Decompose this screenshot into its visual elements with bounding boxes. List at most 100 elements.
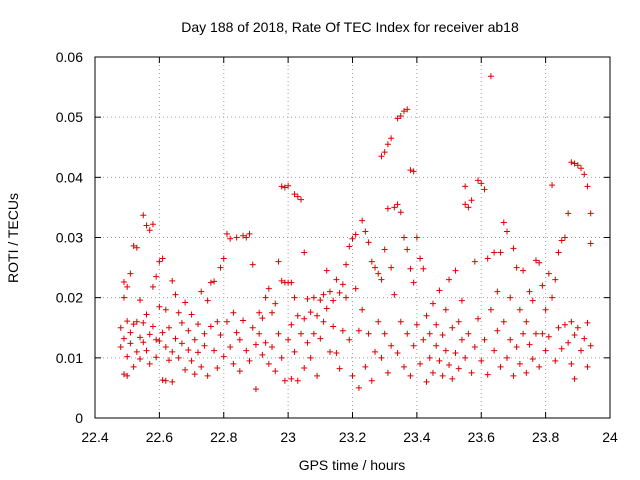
data-point [404, 106, 411, 113]
x-tick-label: 23.2 [339, 429, 366, 445]
data-point [378, 354, 385, 361]
data-point [198, 363, 205, 370]
data-point [439, 331, 446, 338]
data-point [429, 369, 436, 376]
data-point [549, 182, 556, 189]
data-point [513, 264, 520, 271]
y-axis-label: ROTI / TECUs [5, 193, 21, 283]
data-point [465, 204, 472, 211]
data-point [310, 294, 317, 301]
data-point [584, 319, 591, 326]
data-point [378, 276, 385, 283]
data-point [394, 350, 401, 357]
data-point [133, 244, 140, 251]
data-point [532, 257, 539, 264]
data-point [220, 255, 227, 262]
data-point [500, 318, 507, 325]
data-point [243, 347, 250, 354]
data-point [536, 363, 543, 370]
data-point [587, 210, 594, 217]
data-point [355, 384, 362, 391]
data-point [526, 288, 533, 295]
y-tick-label: 0 [75, 410, 83, 426]
data-point [298, 196, 304, 203]
data-point [532, 330, 539, 337]
data-point [446, 362, 453, 369]
data-point [449, 324, 456, 331]
data-point [410, 342, 417, 349]
data-point [455, 318, 462, 325]
data-point [458, 336, 465, 343]
data-point [130, 363, 137, 370]
data-point [211, 278, 218, 285]
data-point [124, 283, 131, 290]
data-point [143, 347, 150, 354]
data-point [333, 350, 340, 357]
data-point [420, 265, 427, 272]
data-point [117, 344, 124, 351]
data-point [314, 372, 321, 379]
data-point [127, 270, 134, 277]
data-point [140, 339, 147, 346]
data-point [159, 377, 166, 384]
data-point [362, 363, 369, 370]
data-point [478, 180, 485, 187]
data-point [162, 306, 169, 313]
data-point [272, 368, 279, 375]
data-point [156, 303, 163, 310]
data-point [169, 277, 176, 284]
data-point [140, 212, 147, 219]
data-point [384, 369, 391, 376]
data-point [401, 363, 407, 370]
data-point [188, 311, 195, 318]
data-point [436, 287, 443, 294]
data-point [140, 319, 147, 326]
data-point [211, 347, 218, 354]
data-point [446, 276, 453, 283]
data-point [587, 342, 594, 349]
data-point [333, 276, 340, 283]
data-point [127, 329, 134, 336]
data-point [198, 288, 205, 295]
data-point [520, 267, 527, 274]
data-point [384, 141, 391, 148]
data-point [323, 267, 330, 274]
data-point [368, 258, 375, 265]
data-point [561, 234, 568, 241]
data-point [539, 282, 546, 289]
data-point [468, 197, 475, 204]
data-point [372, 264, 379, 271]
x-tick-label: 23.4 [403, 429, 430, 445]
data-point [462, 354, 469, 361]
data-point [491, 347, 498, 354]
data-point [343, 261, 350, 268]
data-point [278, 277, 285, 284]
data-point [278, 354, 285, 361]
x-tick-label: 23 [280, 429, 296, 445]
data-point [159, 329, 166, 336]
data-point [217, 331, 224, 338]
data-point [462, 201, 469, 208]
data-point [539, 330, 546, 337]
data-point [426, 354, 433, 361]
data-point [201, 342, 208, 349]
data-point [236, 336, 243, 343]
data-point [407, 167, 414, 174]
data-point [137, 297, 144, 304]
data-point [397, 112, 404, 119]
data-point [130, 321, 137, 328]
data-point [365, 239, 372, 246]
data-point [240, 317, 247, 324]
data-point [346, 243, 353, 250]
data-point [130, 242, 137, 249]
data-point [301, 249, 308, 256]
data-point [413, 234, 420, 241]
data-point [146, 227, 153, 234]
data-point [458, 297, 465, 304]
y-tick-label: 0.04 [56, 169, 83, 185]
data-point [288, 321, 295, 328]
data-point [320, 318, 327, 325]
data-point [310, 330, 317, 337]
data-point [481, 186, 488, 193]
data-point [352, 285, 359, 292]
